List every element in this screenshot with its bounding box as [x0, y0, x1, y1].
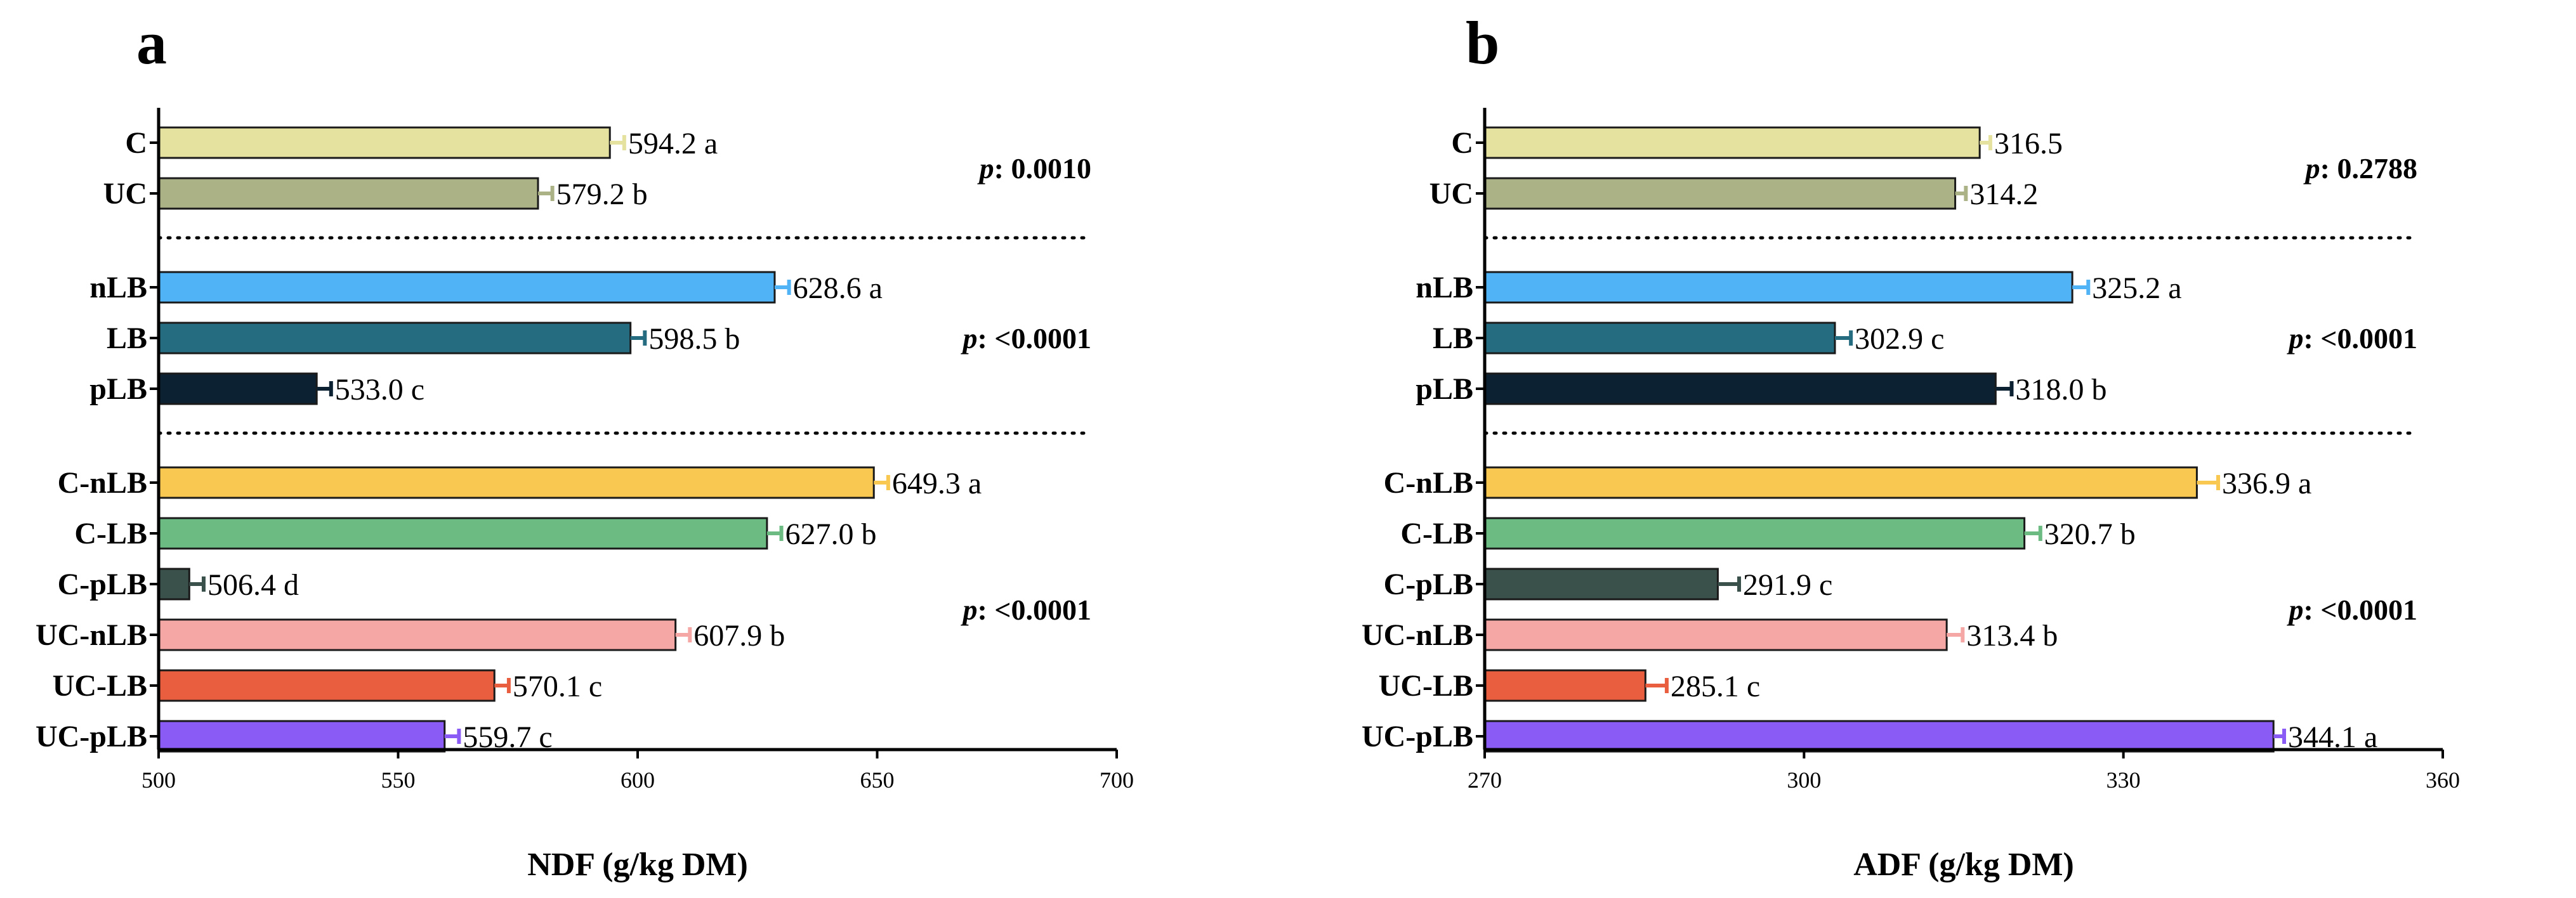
- p-value-prefix: p: [2286, 594, 2303, 626]
- p-value-number: : 0.2788: [2320, 152, 2417, 185]
- data-label: 314.2: [1969, 178, 2038, 211]
- p-value-prefix: p: [960, 594, 977, 626]
- category-label: LB: [1433, 322, 1473, 355]
- p-value-label: p: <0.0001: [2286, 594, 2417, 626]
- data-label: 316.5: [1994, 127, 2063, 160]
- category-label: UC-pLB: [36, 720, 147, 753]
- category-label: UC-LB: [53, 669, 147, 703]
- data-label: 302.9 c: [1855, 322, 1944, 356]
- bar: [157, 618, 677, 651]
- p-value-number: : <0.0001: [2303, 322, 2417, 355]
- category-label: LB: [107, 322, 147, 355]
- data-label: 325.2 a: [2092, 271, 2181, 305]
- data-label: 607.9 b: [693, 619, 785, 653]
- data-label: 318.0 b: [2016, 373, 2107, 407]
- bar: [1483, 618, 1948, 651]
- category-label: C-pLB: [58, 568, 147, 601]
- category-label: UC-nLB: [36, 618, 147, 652]
- bar: [157, 126, 611, 159]
- x-tick-label: 500: [141, 767, 176, 793]
- data-label: 598.5 b: [648, 322, 740, 356]
- bar: [157, 322, 632, 355]
- p-value-number: : <0.0001: [2303, 594, 2417, 626]
- data-label: 506.4 d: [207, 568, 299, 602]
- data-label: 570.1 c: [513, 670, 602, 703]
- category-label: nLB: [89, 271, 147, 304]
- category-label: C-nLB: [1384, 466, 1473, 500]
- bar: [1483, 372, 1997, 405]
- category-label: C-LB: [74, 517, 147, 550]
- p-value-number: : <0.0001: [977, 594, 1091, 626]
- data-label: 285.1 c: [1671, 670, 1760, 703]
- x-axis-title: ADF (g/kg DM): [1853, 847, 2074, 883]
- data-label: 649.3 a: [892, 467, 982, 500]
- x-tick-label: 270: [1468, 767, 1502, 793]
- category-label: UC: [103, 177, 147, 211]
- p-value-number: : <0.0001: [977, 322, 1091, 355]
- data-label: 594.2 a: [628, 127, 718, 160]
- bar: [157, 669, 496, 702]
- data-label: 291.9 c: [1743, 568, 1832, 602]
- p-value-label: p: <0.0001: [960, 322, 1091, 355]
- category-label: nLB: [1416, 271, 1473, 304]
- data-label: 628.6 a: [793, 271, 883, 305]
- bar: [1483, 126, 1981, 159]
- x-tick-label: 330: [2106, 767, 2141, 793]
- p-value-number: : 0.0010: [994, 152, 1091, 185]
- data-label: 627.0 b: [785, 517, 877, 551]
- x-tick-label: 600: [621, 767, 655, 793]
- p-value-label: p: <0.0001: [2286, 322, 2417, 355]
- p-value-prefix: p: [977, 152, 994, 185]
- data-label: 336.9 a: [2222, 467, 2311, 500]
- bar: [1483, 720, 2275, 753]
- category-label: C: [125, 126, 147, 160]
- x-tick-label: 300: [1787, 767, 1821, 793]
- bar: [1483, 669, 1646, 702]
- category-label: UC-LB: [1379, 669, 1473, 703]
- bar: [1483, 517, 2026, 550]
- category-label: C: [1451, 126, 1473, 160]
- category-label: C-LB: [1400, 517, 1473, 550]
- category-label: pLB: [1416, 372, 1473, 406]
- bar: [157, 466, 875, 499]
- category-label: C-pLB: [1384, 568, 1473, 601]
- x-axis-title: NDF (g/kg DM): [527, 847, 748, 883]
- category-label: pLB: [89, 372, 147, 406]
- bar: [157, 372, 318, 405]
- bar: [157, 517, 768, 550]
- p-value-prefix: p: [960, 322, 977, 355]
- x-tick-label: 700: [1100, 767, 1134, 793]
- data-label: 533.0 c: [335, 373, 424, 407]
- p-value-prefix: p: [2303, 152, 2320, 185]
- data-label: 579.2 b: [556, 178, 648, 211]
- bar: [157, 720, 446, 753]
- category-label: C-nLB: [58, 466, 147, 500]
- x-tick-label: 650: [860, 767, 895, 793]
- bar: [157, 271, 776, 304]
- x-tick-label: 550: [381, 767, 416, 793]
- bar: [1483, 568, 1719, 601]
- panel-letter: a: [136, 9, 167, 77]
- category-label: UC-nLB: [1362, 618, 1473, 652]
- bar: [1483, 322, 1836, 355]
- data-label: 313.4 b: [1966, 619, 2058, 653]
- category-label: UC: [1429, 177, 1473, 211]
- p-value-label: p: 0.2788: [2303, 152, 2417, 185]
- bar: [1483, 466, 2198, 499]
- bar: [1483, 177, 1957, 210]
- p-value-prefix: p: [2286, 322, 2303, 355]
- data-label: 320.7 b: [2044, 517, 2136, 551]
- bar: [157, 568, 190, 601]
- bar: [1483, 271, 2073, 304]
- category-label: UC-pLB: [1362, 720, 1473, 753]
- p-value-label: p: <0.0001: [960, 594, 1091, 626]
- x-tick-label: 360: [2426, 767, 2460, 793]
- panel-letter: b: [1466, 9, 1499, 77]
- p-value-label: p: 0.0010: [977, 152, 1091, 185]
- bar: [157, 177, 539, 210]
